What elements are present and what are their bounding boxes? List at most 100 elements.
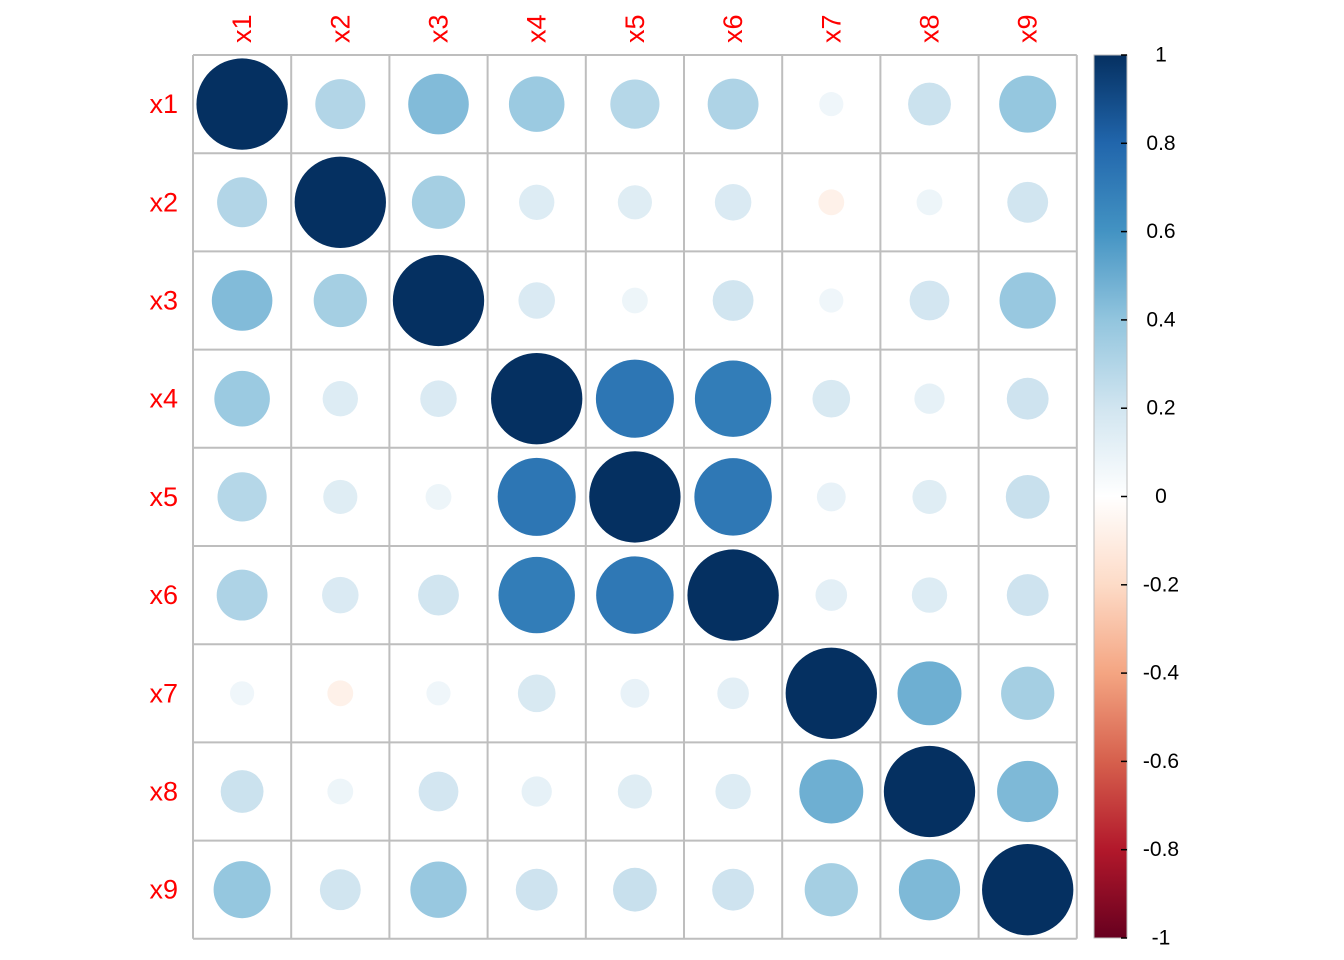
circle-x6-x3 <box>418 574 459 616</box>
circle-x6-x6 <box>687 549 779 641</box>
circle-x6-x5 <box>596 556 674 634</box>
column-label-x5: x5 <box>620 14 650 43</box>
circle-x3-x4 <box>518 282 555 319</box>
circle-x1-x8 <box>908 82 951 126</box>
circle-x4-x1 <box>214 370 270 427</box>
column-labels: x1 x2 x3 x4 x5 x6 x7 x8 x9 <box>227 14 1043 43</box>
correlation-circles <box>196 58 1074 936</box>
color-bar-tick-label: 0.2 <box>1146 397 1175 420</box>
row-label-x2: x2 <box>149 187 178 217</box>
circle-x1-x1 <box>196 58 288 150</box>
circle-x8-x9 <box>997 760 1059 823</box>
circle-x7-x3 <box>426 681 451 706</box>
circle-x7-x8 <box>897 661 962 726</box>
circle-x9-x5 <box>613 867 657 912</box>
row-label-x9: x9 <box>149 875 178 905</box>
color-bar-tick-label: 0.4 <box>1146 308 1176 331</box>
circle-x2-x7 <box>818 189 845 216</box>
circle-x7-x6 <box>717 677 749 710</box>
circle-x8-x8 <box>883 745 976 838</box>
circle-x3-x5 <box>621 287 648 314</box>
circle-x6-x7 <box>815 579 848 611</box>
circle-x2-x5 <box>617 185 652 220</box>
column-label-x3: x3 <box>424 14 454 43</box>
row-label-x1: x1 <box>149 89 178 119</box>
color-bar-tick-label: -0.8 <box>1143 838 1179 861</box>
row-labels: x1 x2 x3 x4 x5 x6 x7 x8 x9 <box>149 89 178 905</box>
circle-x9-x6 <box>712 868 755 911</box>
circle-x6-x4 <box>498 556 575 634</box>
circle-x4-x9 <box>1006 377 1049 420</box>
circle-x4-x4 <box>491 353 583 445</box>
color-bar-tick-label: -0.6 <box>1143 750 1179 773</box>
circle-x7-x2 <box>327 680 354 707</box>
grid-lines <box>192 54 1078 940</box>
circle-x6-x9 <box>1006 574 1049 617</box>
column-label-x2: x2 <box>325 14 355 43</box>
circle-x3-x2 <box>313 273 367 328</box>
column-label-x9: x9 <box>1013 14 1043 43</box>
circle-x8-x7 <box>799 759 864 824</box>
circle-x7-x4 <box>517 674 556 713</box>
circle-x1-x5 <box>610 79 660 129</box>
circle-x9-x3 <box>410 861 467 918</box>
circle-x8-x4 <box>521 776 552 807</box>
circle-x4-x5 <box>595 359 674 438</box>
circle-x1-x7 <box>819 92 844 117</box>
circle-x9-x8 <box>898 859 961 921</box>
column-label-x6: x6 <box>718 14 748 43</box>
circle-x1-x3 <box>408 73 469 135</box>
row-label-x7: x7 <box>149 678 178 708</box>
circle-x5-x7 <box>816 482 846 512</box>
circle-x3-x6 <box>712 280 754 321</box>
circle-x8-x1 <box>220 770 264 813</box>
circle-x5-x9 <box>1005 475 1050 519</box>
circle-x6-x8 <box>911 577 948 613</box>
color-bar-tick-label: 0 <box>1155 485 1167 508</box>
row-label-x3: x3 <box>149 286 178 316</box>
circle-x2-x3 <box>411 175 466 229</box>
circle-x7-x9 <box>1001 666 1055 720</box>
circle-x2-x9 <box>1007 181 1049 223</box>
circle-x4-x8 <box>914 383 945 414</box>
circle-x5-x1 <box>217 472 267 522</box>
circle-x3-x8 <box>909 280 950 321</box>
circle-x3-x9 <box>999 272 1056 329</box>
column-label-x1: x1 <box>227 14 257 43</box>
circle-x7-x7 <box>785 647 877 739</box>
color-bar-tick-label: -0.4 <box>1143 662 1180 685</box>
color-bar-tick-label: 1 <box>1155 44 1167 67</box>
circle-x7-x1 <box>230 681 255 706</box>
circle-x9-x9 <box>982 844 1074 936</box>
column-label-x8: x8 <box>915 14 945 43</box>
column-label-x7: x7 <box>816 14 846 43</box>
circle-x6-x2 <box>322 576 359 614</box>
circle-x8-x2 <box>327 778 354 805</box>
circle-x1-x2 <box>315 79 366 130</box>
circle-x3-x7 <box>819 288 844 313</box>
circle-x4-x3 <box>420 380 457 417</box>
row-label-x5: x5 <box>149 482 178 512</box>
circle-x8-x6 <box>715 773 751 810</box>
row-label-x4: x4 <box>149 384 178 414</box>
color-bar-tick-label: 0.8 <box>1146 132 1175 155</box>
circle-x3-x3 <box>392 254 485 347</box>
circle-x5-x3 <box>425 483 452 510</box>
circle-x7-x5 <box>620 678 650 708</box>
circle-x8-x3 <box>418 771 459 812</box>
column-label-x4: x4 <box>522 14 552 43</box>
circle-x2-x2 <box>294 156 386 248</box>
circle-x2-x1 <box>217 177 268 228</box>
color-bar-tick-label: -1 <box>1152 927 1171 950</box>
color-bar-tick-label: 0.6 <box>1146 220 1175 243</box>
circle-x9-x4 <box>515 868 558 911</box>
circle-x2-x6 <box>714 184 752 221</box>
circle-x8-x5 <box>617 774 652 809</box>
circle-x5-x6 <box>694 458 772 536</box>
circle-x9-x2 <box>319 869 361 911</box>
circle-x3-x1 <box>211 270 273 331</box>
circle-x1-x6 <box>707 78 759 130</box>
circle-x6-x1 <box>216 569 268 621</box>
color-bar-tick-label: -0.2 <box>1143 573 1179 596</box>
